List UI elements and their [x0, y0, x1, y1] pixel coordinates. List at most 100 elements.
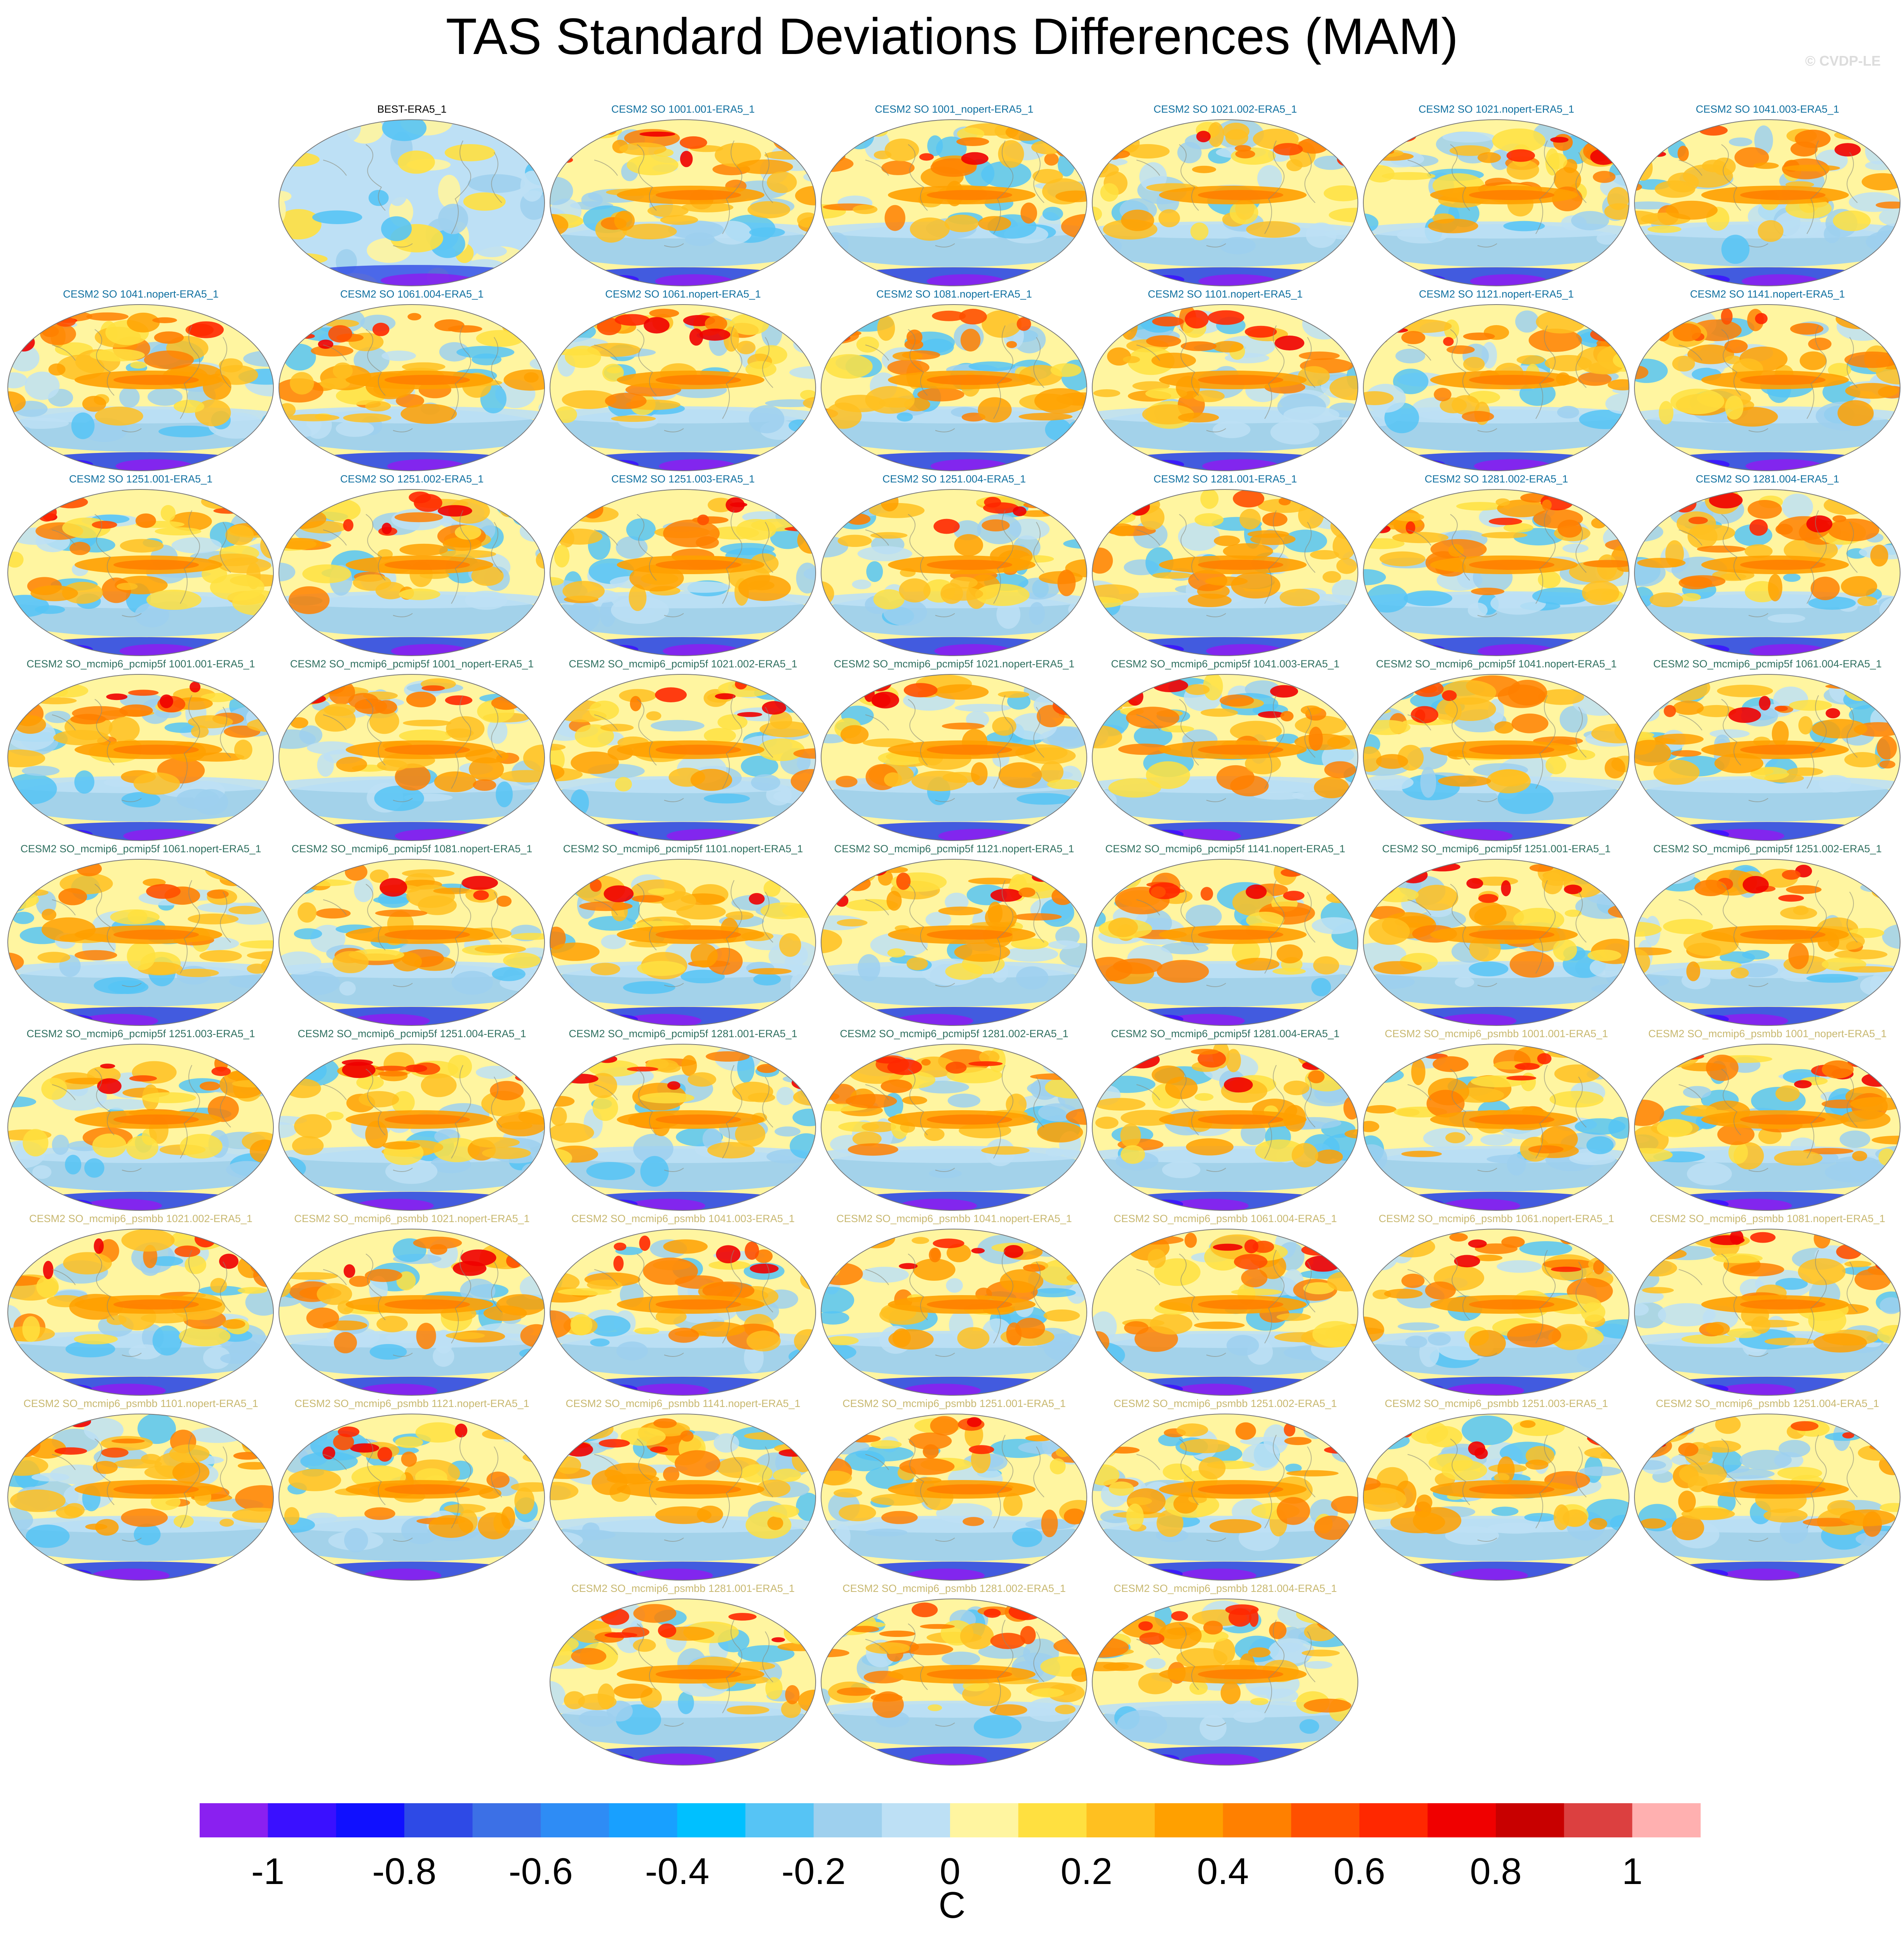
map-shade-region: [745, 361, 776, 377]
map-shade-region: [1324, 761, 1356, 778]
map-outline: [1634, 1044, 1901, 1211]
map-shade-region: [1492, 128, 1545, 153]
map-outline: [7, 674, 274, 841]
map-shade-region: [1468, 1239, 1487, 1248]
map-outline: [7, 1044, 274, 1211]
map-shade-region: [1121, 1145, 1145, 1164]
map-shade-region: [907, 957, 928, 970]
map-shade-region: [554, 545, 570, 568]
map-shade-region: [577, 122, 622, 139]
map-shade-region: [821, 305, 842, 331]
map-shade-region: [1149, 460, 1184, 469]
panel-title: CESM2 SO 1251.001-ERA5_1: [69, 473, 213, 485]
map-shade-region: [1147, 1249, 1166, 1268]
map-shade-region: [1672, 355, 1695, 372]
map-shade-region: [364, 1569, 441, 1580]
map-shade-region: [174, 400, 205, 413]
map-shade-region: [705, 1051, 750, 1062]
map-shade-region: [550, 942, 600, 961]
map-outline: [821, 119, 1087, 286]
map-shade-region: [1071, 1667, 1087, 1682]
map-shade-region: [1200, 489, 1219, 509]
map-shade-region: [1697, 705, 1737, 717]
map-shade-region: [1750, 1232, 1776, 1243]
map-panel: CESM2 SO_mcmip6_pcmip5f 1021.002-ERA5_1: [548, 658, 818, 843]
colorbar-bin: [609, 1803, 677, 1837]
map-shade-region: [565, 346, 601, 368]
map-shade-region: [929, 1247, 941, 1262]
map-shade-region: [127, 312, 160, 333]
map-shade-region: [1788, 943, 1809, 970]
map-shade-region: [1586, 1136, 1614, 1154]
map-shade-region: [1840, 1509, 1895, 1526]
map-shade-region: [295, 694, 326, 704]
map-panel: CESM2 SO 1251.001-ERA5_1: [5, 473, 276, 658]
map-shade-region: [226, 1161, 268, 1179]
map-image: [1363, 674, 1629, 841]
panel-title: CESM2 SO_mcmip6_pcmip5f 1041.nopert-ERA5…: [1376, 658, 1617, 670]
map-shade-region: [1309, 489, 1331, 508]
map-shade-region: [1234, 145, 1251, 152]
map-shade-region: [821, 1262, 863, 1285]
map-shade-region: [1034, 388, 1087, 414]
map-shade-region: [1834, 143, 1861, 157]
map-shade-region: [825, 354, 873, 379]
map-shade-region: [783, 1620, 816, 1644]
map-shade-region: [801, 146, 816, 159]
map-shade-region: [298, 333, 315, 339]
map-shade-region: [748, 968, 792, 975]
map-shade-region: [1220, 694, 1254, 707]
map-shade-region: [1697, 545, 1746, 553]
map-shade-region: [15, 885, 29, 897]
map-shade-region: [8, 773, 57, 804]
map-shade-region: [1029, 602, 1045, 625]
map-shade-region: [1667, 172, 1699, 193]
map-shade-region: [639, 1235, 651, 1251]
map-panel: CESM2 SO_mcmip6_pcmip5f 1001_nopert-ERA5…: [277, 658, 547, 843]
map-panel: CESM2 SO_mcmip6_psmbb 1021.002-ERA5_1: [5, 1213, 276, 1397]
map-shade-region: [486, 1471, 510, 1488]
map-shade-region: [1171, 1611, 1188, 1621]
map-shade-region: [1693, 1569, 1728, 1579]
map-shade-region: [1099, 1238, 1134, 1255]
map-shade-region: [1538, 571, 1561, 589]
map-shade-region: [1192, 165, 1216, 173]
map-shade-region: [1763, 1508, 1808, 1523]
map-outline: [821, 1414, 1087, 1581]
map-shade-region: [687, 1072, 716, 1087]
map-shade-region: [737, 712, 762, 717]
map-shade-region: [632, 895, 665, 903]
map-shade-region: [550, 493, 581, 512]
watermark: © CVDP-LE: [1805, 53, 1881, 69]
map-shade-region: [1190, 1049, 1219, 1055]
map-image: [821, 674, 1087, 841]
map-shade-region: [279, 874, 298, 893]
map-shade-region: [821, 1229, 853, 1259]
map-shade-region: [90, 349, 145, 362]
map-shade-region: [1775, 524, 1793, 535]
map-shade-region: [1678, 1443, 1699, 1456]
map-shade-region: [821, 1470, 852, 1485]
colorbar-bin: [1427, 1803, 1496, 1837]
map-shade-region: [1006, 1093, 1027, 1116]
map-panel: CESM2 SO_mcmip6_pcmip5f 1041.nopert-ERA5…: [1361, 658, 1632, 843]
map-shade-region: [1110, 523, 1135, 536]
map-shade-region: [239, 1237, 273, 1255]
map-shade-region: [1759, 696, 1771, 710]
map-shade-region: [615, 777, 632, 792]
map-shade-region: [1740, 1450, 1792, 1470]
map-shade-region: [461, 876, 498, 890]
map-shade-region: [1004, 1245, 1023, 1258]
map-shade-region: [1507, 1323, 1561, 1348]
map-shade-region: [865, 1642, 910, 1654]
map-shade-region: [315, 908, 351, 919]
map-shade-region: [57, 1569, 92, 1579]
map-shade-region: [767, 171, 797, 193]
panel-title: CESM2 SO_mcmip6_pcmip5f 1121.nopert-ERA5…: [834, 843, 1074, 855]
panel-title: CESM2 SO 1121.nopert-ERA5_1: [1419, 288, 1574, 300]
map-shade-region: [1409, 1200, 1445, 1209]
map-shade-region: [1059, 1625, 1087, 1633]
map-shade-region: [1395, 348, 1425, 364]
map-panel: CESM2 SO_mcmip6_psmbb 1121.nopert-ERA5_1: [277, 1398, 547, 1582]
map-shade-region: [1871, 1240, 1891, 1259]
